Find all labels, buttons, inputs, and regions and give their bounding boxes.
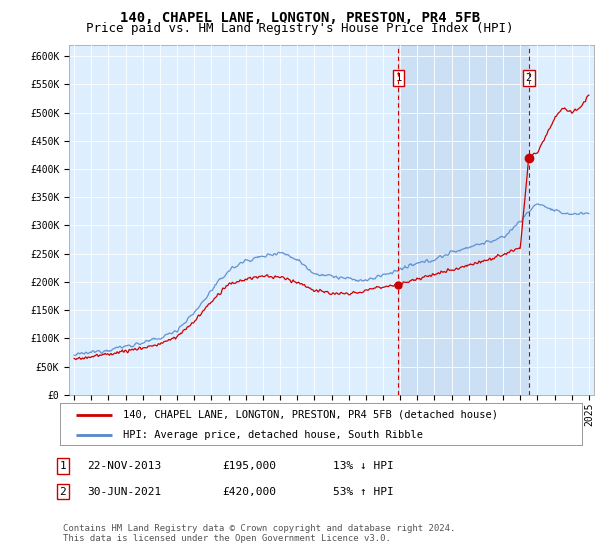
Text: 2: 2 (526, 73, 532, 83)
Bar (398, 45, 529, 395)
Text: £195,000: £195,000 (222, 461, 276, 471)
Text: 140, CHAPEL LANE, LONGTON, PRESTON, PR4 5FB (detached house): 140, CHAPEL LANE, LONGTON, PRESTON, PR4 … (122, 410, 497, 420)
Text: 1: 1 (395, 73, 401, 83)
Text: Price paid vs. HM Land Registry's House Price Index (HPI): Price paid vs. HM Land Registry's House … (86, 22, 514, 35)
Text: 140, CHAPEL LANE, LONGTON, PRESTON, PR4 5FB: 140, CHAPEL LANE, LONGTON, PRESTON, PR4 … (120, 11, 480, 25)
Text: 22-NOV-2013: 22-NOV-2013 (87, 461, 161, 471)
Text: 53% ↑ HPI: 53% ↑ HPI (333, 487, 394, 497)
Text: £420,000: £420,000 (222, 487, 276, 497)
Text: 2: 2 (59, 487, 67, 497)
Text: 30-JUN-2021: 30-JUN-2021 (87, 487, 161, 497)
Text: HPI: Average price, detached house, South Ribble: HPI: Average price, detached house, Sout… (122, 430, 422, 440)
Text: Contains HM Land Registry data © Crown copyright and database right 2024.
This d: Contains HM Land Registry data © Crown c… (63, 524, 455, 543)
Text: 13% ↓ HPI: 13% ↓ HPI (333, 461, 394, 471)
Text: 1: 1 (59, 461, 67, 471)
